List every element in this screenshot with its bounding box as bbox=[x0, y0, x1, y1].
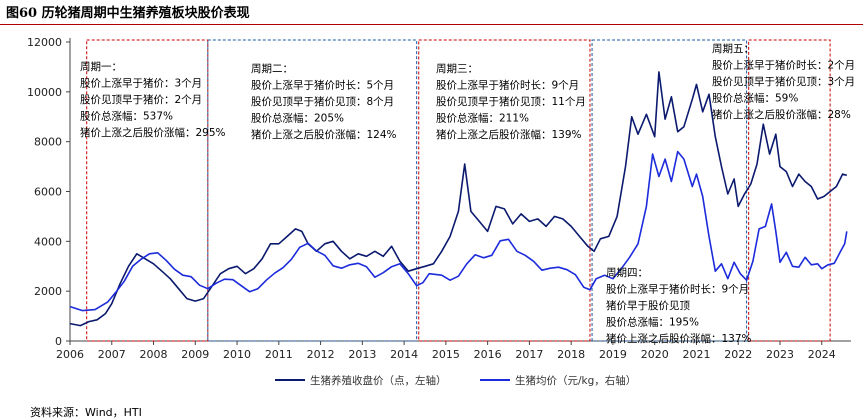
y-tick-label: 10000 bbox=[27, 86, 62, 99]
page-title: 图60 历轮猪周期中生猪养殖板块股价表现 bbox=[6, 6, 250, 21]
annotation-c4-line-5: 猪价上涨之后股价涨幅：137% bbox=[606, 332, 752, 345]
x-tick-label: 2011 bbox=[265, 348, 293, 361]
annotation-c4-line-4: 股价总涨幅：195% bbox=[606, 316, 699, 329]
annotation-c1-line-4: 股价总涨幅：537% bbox=[80, 110, 173, 123]
annotation-c1-line-5: 猪价上涨之后股价涨幅：295% bbox=[80, 126, 226, 139]
y-tick-label: 2000 bbox=[34, 285, 62, 298]
series-line-1 bbox=[69, 71, 848, 327]
x-tick-label: 2014 bbox=[390, 348, 418, 361]
annotation-c4-line-3: 猪价早于股价见顶 bbox=[606, 300, 690, 312]
x-tick-label: 2020 bbox=[641, 348, 669, 361]
x-tick-label: 2019 bbox=[599, 348, 627, 361]
y-tick-label: 6000 bbox=[34, 186, 62, 199]
x-tick-label: 2024 bbox=[808, 348, 836, 361]
annotation-c3-line-4: 股价总涨幅：211% bbox=[436, 112, 529, 125]
x-tick-label: 2021 bbox=[682, 348, 710, 361]
x-tick-label: 2012 bbox=[307, 348, 335, 361]
annotation-c3-line-2: 股价上涨早于猪价时长：9个月 bbox=[436, 80, 579, 92]
y-tick-label: 0 bbox=[55, 335, 62, 348]
x-tick-label: 2006 bbox=[56, 348, 84, 361]
x-tick-label: 2017 bbox=[515, 348, 543, 361]
annotation-c5-line-1: 周期五： bbox=[712, 43, 754, 55]
cycle-box-1 bbox=[86, 39, 209, 342]
legend-label-1: 生猪养殖收盘价（点，左轴） bbox=[310, 374, 447, 387]
x-tick-label: 2007 bbox=[98, 348, 126, 361]
x-tick-label: 2008 bbox=[140, 348, 168, 361]
annotation-c4-line-1: 周期四： bbox=[606, 267, 648, 279]
annotation-c2-line-1: 周期二： bbox=[251, 63, 293, 75]
legend-label-2: 生猪均价（元/kg，右轴） bbox=[515, 374, 636, 387]
annotation-c1-line-3: 股价见顶早于猪价：2个月 bbox=[80, 94, 202, 106]
y-tick-label: 8000 bbox=[34, 136, 62, 149]
x-tick-label: 2015 bbox=[432, 348, 460, 361]
annotation-c3-line-1: 周期三： bbox=[436, 63, 478, 75]
x-tick-label: 2018 bbox=[557, 348, 585, 361]
x-tick-label: 2013 bbox=[348, 348, 376, 361]
annotation-c3-line-3: 股价见顶早于猪价见顶：11个月 bbox=[436, 96, 586, 108]
source-note: 资料来源：Wind，HTI bbox=[30, 406, 142, 419]
x-tick-label: 2016 bbox=[474, 348, 502, 361]
x-tick-label: 2023 bbox=[766, 348, 794, 361]
annotation-c2-line-4: 股价总涨幅：205% bbox=[251, 112, 344, 125]
annotation-c2-line-5: 猪价上涨之后股价涨幅：124% bbox=[251, 128, 397, 141]
cycle-box-3 bbox=[418, 39, 591, 342]
annotation-c2-line-3: 股价见顶早于猪价见顶：8个月 bbox=[251, 96, 394, 108]
annotation-c1-line-1: 周期一： bbox=[80, 61, 122, 73]
annotation-c5-line-3: 股价见顶早于猪价见顶：3个月 bbox=[712, 76, 855, 88]
title-rule bbox=[0, 24, 863, 25]
y-tick-label: 12000 bbox=[27, 36, 62, 49]
annotation-c5-line-5: 猪价上涨之后股价涨幅：28% bbox=[712, 108, 851, 121]
annotation-c1-line-2: 股价上涨早于猪价：3个月 bbox=[80, 78, 202, 90]
annotation-c3-line-5: 猪价上涨之后股价涨幅：139% bbox=[436, 128, 582, 141]
annotation-c2-line-2: 股价上涨早于猪价时长：5个月 bbox=[251, 80, 394, 92]
x-tick-label: 2009 bbox=[181, 348, 209, 361]
annotation-c5-line-4: 股价总涨幅：59% bbox=[712, 92, 798, 105]
annotation-c5-line-2: 股价上涨早于猪价时长：2个月 bbox=[712, 60, 855, 72]
x-tick-label: 2022 bbox=[724, 348, 752, 361]
x-tick-label: 2010 bbox=[223, 348, 251, 361]
series-line-2 bbox=[69, 150, 848, 312]
y-tick-label: 4000 bbox=[34, 235, 62, 248]
annotation-c4-line-2: 股价上涨早于猪价时长：9个月 bbox=[606, 284, 749, 296]
